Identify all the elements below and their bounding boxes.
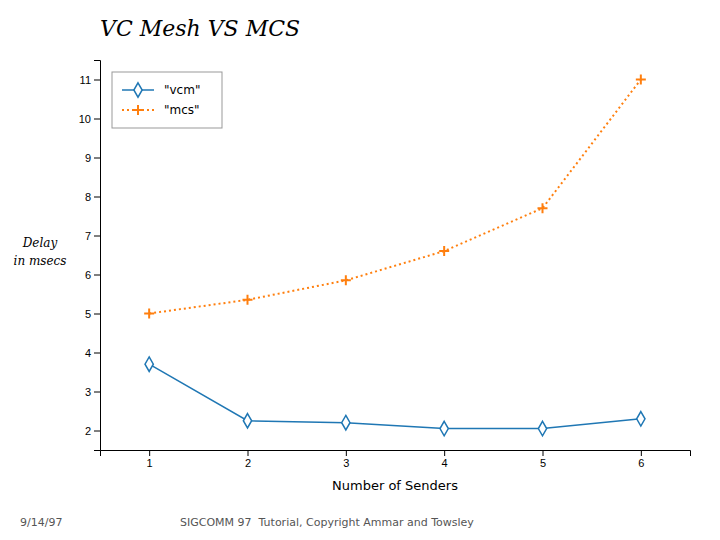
data-point bbox=[341, 275, 351, 285]
x-tick-label: 3 bbox=[343, 457, 349, 469]
data-point bbox=[538, 421, 546, 435]
y-tick-mark bbox=[94, 158, 100, 159]
y-axis-line bbox=[94, 61, 101, 451]
y-label-line: Delay bbox=[22, 236, 58, 250]
legend-marker bbox=[133, 105, 143, 115]
x-tick: 4 bbox=[442, 450, 448, 469]
y-tick-mark bbox=[94, 80, 100, 81]
x-tick-label: 1 bbox=[147, 457, 153, 469]
y-tick: 11 bbox=[80, 74, 100, 86]
x-tick-mark bbox=[346, 450, 347, 456]
data-point bbox=[342, 415, 350, 429]
y-tick: 8 bbox=[85, 191, 100, 203]
y-tick-label: 4 bbox=[85, 347, 91, 359]
x-tick-mark bbox=[248, 450, 249, 456]
y-tick-mark bbox=[94, 392, 100, 393]
x-axis-line bbox=[101, 451, 691, 457]
legend: "vcm" "mcs" bbox=[112, 72, 222, 128]
data-point bbox=[243, 295, 253, 305]
y-tick-label: 7 bbox=[85, 230, 91, 242]
x-tick-mark bbox=[641, 450, 642, 456]
legend-marker bbox=[134, 83, 142, 97]
y-tick-mark bbox=[94, 314, 100, 315]
x-tick-label: 6 bbox=[638, 457, 644, 469]
y-tick: 5 bbox=[85, 308, 100, 320]
data-point bbox=[145, 357, 153, 371]
y-tick: 9 bbox=[85, 152, 100, 164]
chart: VC Mesh VS MCS 1 2 3 4 5 6 2 3 4 5 6 7 8 9 10 11 Number o… bbox=[0, 0, 720, 540]
y-tick: 4 bbox=[85, 347, 100, 359]
x-tick: 5 bbox=[540, 450, 546, 469]
x-label: Number of Senders bbox=[332, 478, 458, 493]
legend-item: "vcm" bbox=[122, 83, 200, 97]
y-tick-label: 6 bbox=[85, 269, 91, 281]
y-tick-label: 5 bbox=[85, 308, 91, 320]
x-tick: 1 bbox=[147, 450, 153, 469]
x-tick: 3 bbox=[343, 450, 349, 469]
footer-right: SIGCOMM 97 Tutorial, Copyright Ammar and… bbox=[180, 516, 474, 529]
marks bbox=[144, 75, 646, 436]
legend-label: "mcs" bbox=[164, 103, 200, 117]
data-point bbox=[440, 421, 448, 435]
y-tick: 10 bbox=[79, 113, 100, 125]
y-tick: 7 bbox=[85, 230, 100, 242]
y-label: Delay in msecs bbox=[14, 236, 67, 268]
x-tick-mark bbox=[444, 450, 445, 456]
series-line bbox=[149, 364, 641, 428]
y-tick: 3 bbox=[85, 386, 100, 398]
data-point bbox=[243, 414, 251, 428]
x-tick-label: 4 bbox=[442, 457, 448, 469]
y-tick-mark bbox=[94, 197, 100, 198]
legend-box bbox=[112, 72, 222, 128]
x-tick: 6 bbox=[638, 450, 644, 469]
plot-area: 1 2 3 4 5 6 2 3 4 5 6 7 8 9 10 11 Number of Senders Delay… bbox=[14, 61, 691, 494]
data-point bbox=[538, 203, 548, 213]
x-tick: 2 bbox=[245, 450, 251, 469]
y-tick-label: 3 bbox=[85, 386, 91, 398]
data-point bbox=[637, 412, 645, 426]
y-axis: 2 3 4 5 6 7 8 9 10 11 bbox=[79, 61, 101, 451]
title: VC Mesh VS MCS bbox=[100, 16, 300, 41]
data-point bbox=[636, 75, 646, 85]
series-line bbox=[149, 80, 641, 314]
y-tick-label: 8 bbox=[85, 191, 91, 203]
y-label-line: in msecs bbox=[14, 254, 67, 268]
y-tick-label: 10 bbox=[79, 113, 91, 125]
y-tick: 2 bbox=[85, 425, 100, 437]
y-tick-mark bbox=[94, 119, 100, 120]
data-point bbox=[144, 309, 154, 319]
y-tick-mark bbox=[94, 353, 100, 354]
legend-label: "vcm" bbox=[164, 83, 200, 97]
footer-left: 9/14/97 bbox=[20, 516, 62, 529]
y-tick-mark bbox=[94, 431, 100, 432]
y-tick: 6 bbox=[85, 269, 100, 281]
x-tick-mark bbox=[149, 450, 150, 456]
x-axis: 1 2 3 4 5 6 bbox=[101, 450, 691, 469]
y-tick-label: 11 bbox=[80, 74, 91, 86]
data-point bbox=[439, 246, 449, 256]
x-tick-label: 5 bbox=[540, 457, 546, 469]
y-tick-label: 9 bbox=[85, 152, 91, 164]
y-tick-mark bbox=[94, 236, 100, 237]
x-tick-label: 2 bbox=[245, 457, 251, 469]
y-tick-label: 2 bbox=[85, 425, 91, 437]
x-tick-mark bbox=[543, 450, 544, 456]
y-tick-mark bbox=[94, 275, 100, 276]
legend-item: "mcs" bbox=[122, 103, 200, 117]
